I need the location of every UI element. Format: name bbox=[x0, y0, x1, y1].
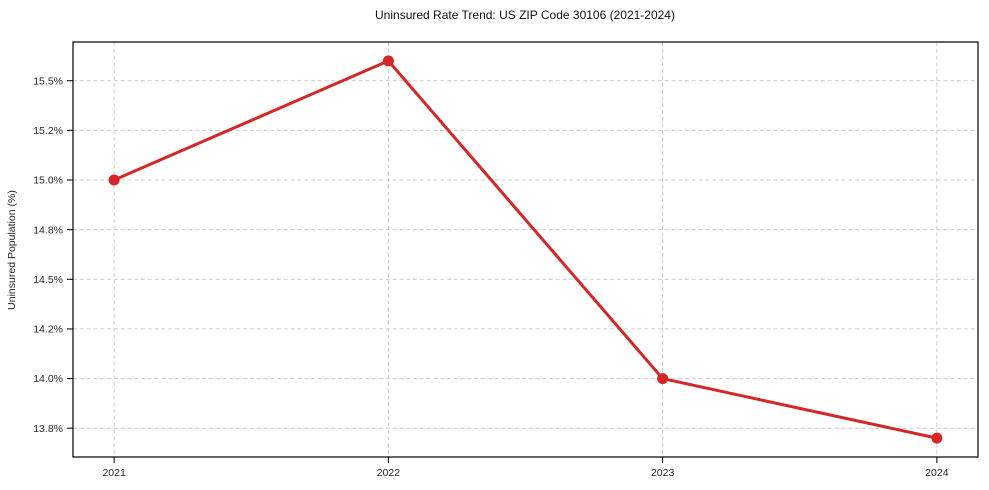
data-point-marker bbox=[931, 432, 943, 444]
data-point-marker bbox=[657, 373, 669, 385]
chart-title: Uninsured Rate Trend: US ZIP Code 30106 … bbox=[375, 8, 675, 22]
trend-line bbox=[112, 59, 939, 440]
y-tick-label: 14.8% bbox=[33, 224, 63, 236]
trend-line-series bbox=[108, 55, 943, 444]
plot-border bbox=[72, 41, 979, 458]
x-tick-label: 2024 bbox=[925, 467, 949, 479]
y-tick-label: 15.5% bbox=[33, 75, 63, 87]
x-tick-label: 2021 bbox=[102, 467, 126, 479]
y-tick-label: 15.2% bbox=[33, 125, 63, 137]
x-tick-label: 2023 bbox=[651, 467, 675, 479]
gridlines bbox=[73, 42, 978, 457]
x-tick-label: 2022 bbox=[377, 467, 401, 479]
y-tick-label: 14.2% bbox=[33, 324, 63, 336]
data-point-marker bbox=[108, 174, 120, 186]
y-tick-label: 13.8% bbox=[33, 423, 63, 435]
axis-ticks: 13.8% 14.0% 14.2% 14.5% 14.8% 15.0% 15.2% 15.5%… bbox=[33, 75, 948, 479]
data-point-marker bbox=[382, 55, 394, 67]
y-tick-label: 15.0% bbox=[33, 175, 63, 187]
y-tick-label: 14.5% bbox=[33, 274, 63, 286]
y-tick-label: 14.0% bbox=[33, 373, 63, 385]
y-axis-label: Uninsured Population (%) bbox=[6, 190, 18, 310]
